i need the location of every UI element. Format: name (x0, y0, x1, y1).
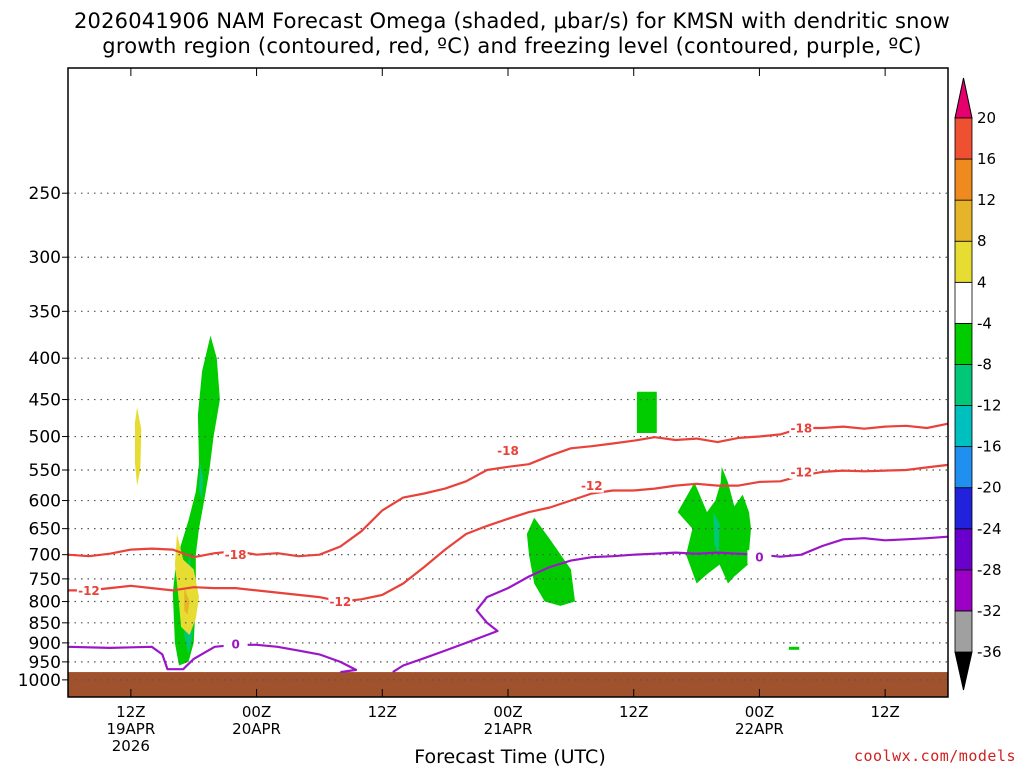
x-tick-label: 19APR (106, 720, 155, 738)
colorbar-label: -12 (977, 397, 1002, 415)
colorbar: 20 16 12 8 4 -4 -8 -12 -16 -20 -24 -28 -32 -36 (954, 77, 1002, 691)
colorbar-label: -36 (977, 643, 1002, 661)
y-tick-label-550: 550 (29, 461, 61, 481)
contour-label: -18 (790, 422, 812, 436)
freezing-contour-0-3 (392, 535, 949, 674)
contour-lines: -18 -18 -18 -12 -12 -12 -12 0 0 (67, 421, 949, 674)
omega-region-6 (184, 588, 190, 615)
chart-title-line-2: growth region (contoured, red, ºC) and f… (102, 34, 922, 58)
colorbar-segment-9 (954, 240, 973, 283)
contour-label-bg (789, 421, 814, 436)
colorbar-label: 12 (977, 191, 996, 209)
colorbar-segment-3 (954, 487, 973, 530)
y-tick-label-700: 700 (29, 546, 61, 566)
x-tick-label: 2026 (112, 737, 150, 755)
colorbar-segment-8 (954, 281, 973, 324)
x-tick-label: 22APR (735, 720, 784, 738)
contour-label: 0 (231, 638, 239, 652)
freezing-contour-0-2 (67, 643, 358, 674)
x-tick-label: 12Z (368, 703, 397, 721)
colorbar-label: -4 (977, 314, 992, 332)
y-tick-label-300: 300 (29, 248, 61, 268)
x-tick-label: 20APR (232, 720, 281, 738)
y-axis: 2503003504004505005506006507007508008509… (18, 184, 68, 691)
x-tick-label: 00Z (745, 703, 774, 721)
colorbar-arrow-bottom (954, 651, 973, 691)
colorbar-label: 20 (977, 109, 996, 127)
contour-label-bg (496, 443, 520, 458)
colorbar-segment-12 (954, 117, 973, 160)
y-tick-label-1000: 1000 (18, 671, 61, 691)
colorbar-segment-0 (954, 610, 973, 653)
y-tick-label-900: 900 (29, 634, 61, 654)
omega-region-8 (636, 391, 657, 433)
x-axis-title: Forecast Time (UTC) (414, 746, 606, 768)
x-tick-label: 12Z (116, 703, 145, 721)
x-tick-label: 00Z (242, 703, 271, 721)
contour-label: -12 (790, 465, 812, 479)
contour-label-bg (76, 583, 101, 598)
plot-frame (67, 67, 949, 698)
y-tick-label-450: 450 (29, 391, 61, 411)
contour-label-bg (223, 547, 248, 562)
omega-region-11 (788, 646, 800, 650)
y-tick-label-500: 500 (29, 428, 61, 448)
x-tick-label: 12Z (619, 703, 648, 721)
colorbar-label: -28 (977, 561, 1002, 579)
y-tick-label-250: 250 (29, 184, 61, 204)
colorbar-label: -20 (977, 479, 1002, 497)
colorbar-segment-5 (954, 405, 973, 448)
y-tick-label-600: 600 (29, 492, 61, 512)
colorbar-label: 16 (977, 150, 996, 168)
contour-label-bg (223, 637, 248, 652)
colorbar-segment-11 (954, 158, 973, 201)
contour-label: -18 (225, 548, 247, 562)
contour-label-bg (747, 550, 772, 565)
contour-label-bg (789, 464, 814, 479)
colorbar-label: -24 (977, 520, 1002, 538)
y-tick-label-650: 650 (29, 520, 61, 540)
x-tick-label: 21APR (484, 720, 533, 738)
x-tick-label: 00Z (493, 703, 522, 721)
contour-label: -12 (330, 595, 352, 609)
y-tick-label-950: 950 (29, 653, 61, 673)
colorbar-label: 4 (977, 273, 987, 291)
colorbar-label: -8 (977, 355, 992, 373)
colorbar-label: 8 (977, 232, 987, 250)
colorbar-segment-1 (954, 569, 973, 612)
x-tick-label: 12Z (870, 703, 899, 721)
contour-label: -18 (497, 444, 519, 458)
omega-region-7 (526, 517, 575, 606)
contour-label: -12 (581, 479, 603, 493)
colorbar-arrow-top (954, 77, 973, 119)
contour-label: 0 (755, 551, 763, 565)
contour-label-bg (328, 594, 353, 609)
omega-region-3 (199, 463, 204, 501)
omega-region-10 (713, 512, 720, 555)
colorbar-label: -16 (977, 438, 1002, 456)
colorbar-segment-7 (954, 322, 973, 365)
chart-title-line-1: 2026041906 NAM Forecast Omega (shaded, μ… (73, 9, 951, 33)
omega-region-5 (174, 534, 199, 635)
credit-text: coolwx.com/models (853, 747, 1016, 765)
y-tick-label-850: 850 (29, 614, 61, 634)
colorbar-segment-4 (954, 446, 973, 489)
colorbar-label: -32 (977, 602, 1002, 620)
y-tick-label-800: 800 (29, 593, 61, 613)
y-tick-label-400: 400 (29, 349, 61, 369)
colorbar-segment-2 (954, 528, 973, 571)
omega-region-4 (135, 407, 142, 486)
y-tick-label-350: 350 (29, 302, 61, 322)
colorbar-segment-10 (954, 199, 973, 242)
y-tick-label-750: 750 (29, 570, 61, 590)
colorbar-segment-6 (954, 364, 973, 406)
contour-label: -12 (78, 584, 100, 598)
contour-label-bg (579, 478, 604, 493)
